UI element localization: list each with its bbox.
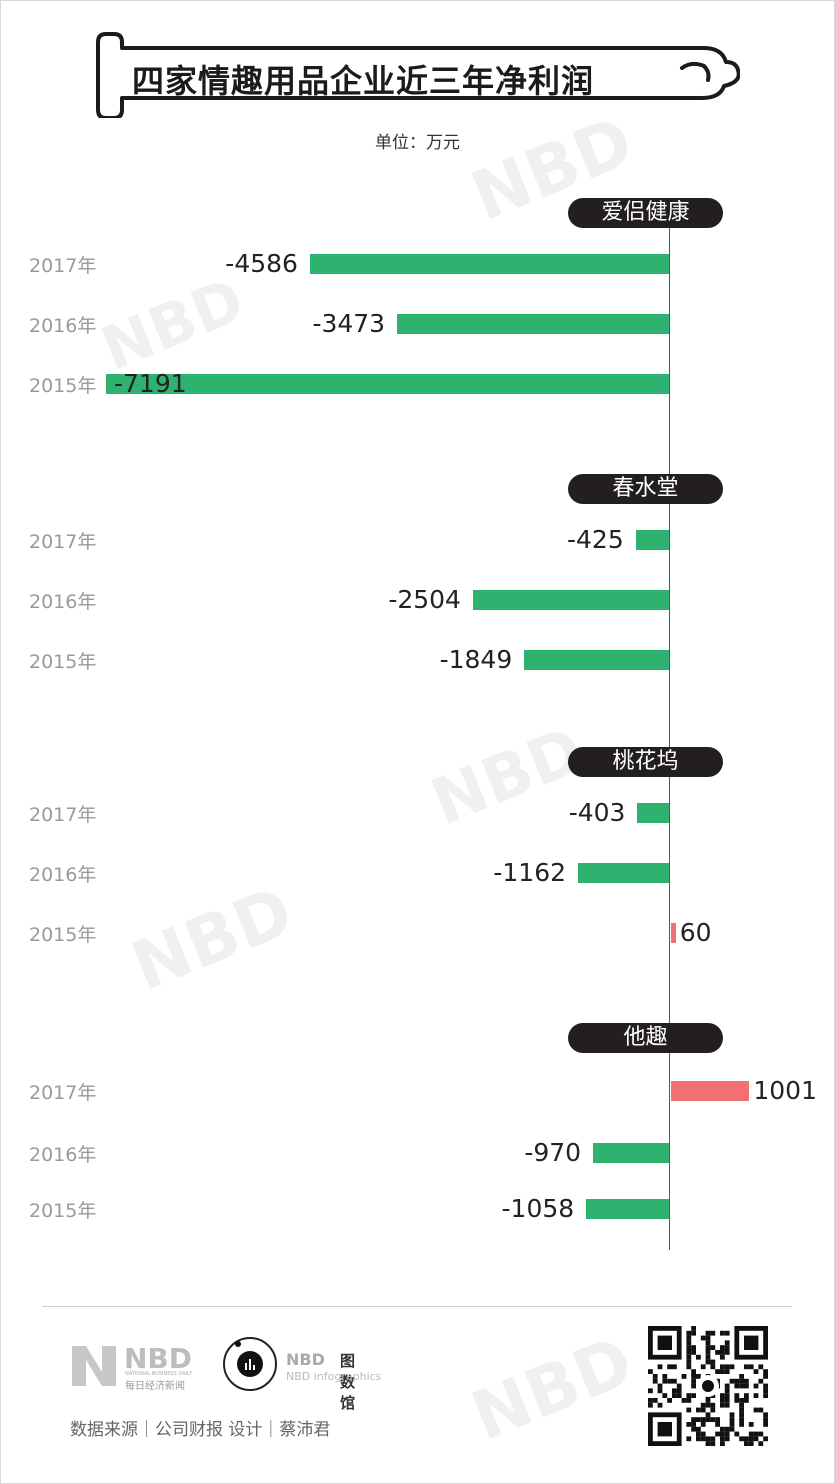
year-label: 2017年 [29,804,97,826]
value-label: -403 [568,798,626,827]
value-label: -1058 [501,1194,575,1223]
value-label: -1162 [493,858,567,887]
nbd-brand2-sub: NBD infographics [286,1370,382,1383]
nbd-brand2: NBD [286,1350,325,1369]
year-label: 2016年 [29,315,97,337]
bar [671,923,676,943]
year-label: 2017年 [29,1082,97,1104]
bar [578,863,669,883]
bar [106,374,669,394]
bar [472,590,669,610]
value-label: -3473 [312,309,386,338]
value-label: -970 [524,1138,582,1167]
value-label: -1849 [439,645,513,674]
zero-axis [669,205,670,1250]
value-label: -4586 [225,249,298,278]
nbd-brand-sub: NATIONAL BUSINESS DAILY [125,1371,193,1377]
bar [635,530,669,550]
bar [637,803,669,823]
nbd-brand: NBD [124,1342,193,1375]
title-banner: 四家情趣用品企业近三年净利润 [92,28,740,118]
nbd-logo-icon [72,1346,116,1386]
company-label: 桃花坞 [568,747,723,777]
footer-divider [42,1306,792,1307]
unit-label: 单位：万元 [375,133,460,153]
credits: 数据来源｜公司财报 设计｜蔡沛君 [70,1420,331,1440]
year-label: 2015年 [29,651,97,673]
nbd-infographics-icon [223,1337,277,1391]
bar [593,1143,669,1163]
year-label: 2016年 [29,1144,97,1166]
year-label: 2015年 [29,924,97,946]
year-label: 2015年 [29,375,97,397]
bar [586,1199,669,1219]
company-label: 他趣 [568,1023,723,1053]
value-label: -2504 [388,585,461,614]
value-label: 1001 [753,1076,817,1105]
year-label: 2017年 [29,255,97,277]
bar [397,314,669,334]
company-label: 春水堂 [568,474,723,504]
company-label: 爱侣健康 [568,198,723,228]
year-label: 2015年 [29,1200,97,1222]
bar [524,650,669,670]
bar [309,254,669,274]
year-label: 2016年 [29,864,97,886]
year-label: 2017年 [29,531,97,553]
nbd-brand-cn: 每日经济新闻 [125,1381,185,1392]
year-label: 2016年 [29,591,97,613]
bar [671,1081,750,1101]
qr-code[interactable] [648,1326,768,1446]
nbd-brand2-cn: 图数馆 [340,1352,356,1412]
value-label: -7191 [114,369,187,398]
value-label: -425 [566,525,624,554]
chart-title: 四家情趣用品企业近三年净利润 [132,62,595,100]
value-label: 60 [679,918,712,947]
